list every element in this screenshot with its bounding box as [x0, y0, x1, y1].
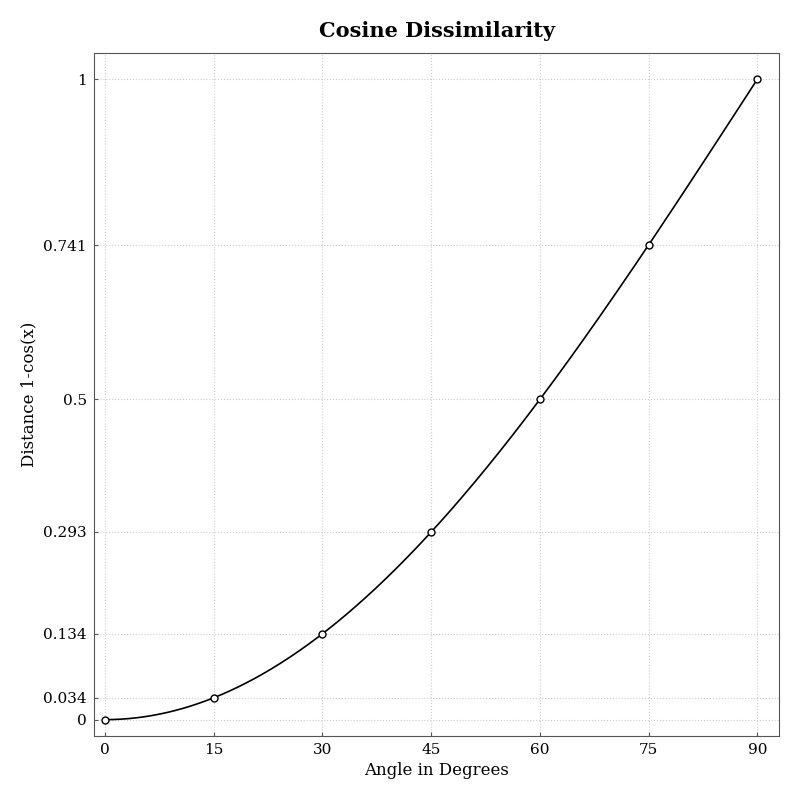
Title: Cosine Dissimilarity: Cosine Dissimilarity	[318, 21, 554, 41]
Y-axis label: Distance 1-cos(x): Distance 1-cos(x)	[21, 322, 38, 467]
X-axis label: Angle in Degrees: Angle in Degrees	[364, 762, 509, 779]
